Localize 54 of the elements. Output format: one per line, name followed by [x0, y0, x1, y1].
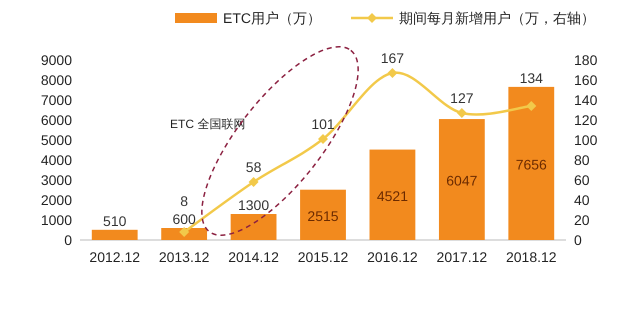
x-tick-label: 2014.12	[228, 249, 280, 265]
point	[318, 134, 328, 144]
bar	[508, 86, 554, 240]
x-tick-label: 2015.12	[298, 249, 349, 265]
point	[456, 108, 467, 118]
x-tick-label: 2016.12	[367, 249, 418, 265]
y-tick-label: 9000	[40, 52, 72, 68]
point	[526, 101, 536, 111]
y2-tick-label: 180	[574, 52, 598, 68]
y-tick-label: 4000	[40, 152, 72, 168]
x-tick-label: 2018.12	[506, 249, 557, 265]
y-tick-label: 2000	[40, 192, 72, 208]
data-label: 1300	[238, 197, 270, 213]
point	[179, 227, 190, 237]
y2-tick-label: 100	[574, 132, 598, 148]
data-label: 58	[246, 159, 262, 175]
data-label: 8	[180, 193, 188, 209]
x-tick-label: 2017.12	[436, 249, 488, 265]
y-tick-label: 7000	[40, 92, 72, 108]
y-tick-label: 3000	[40, 172, 72, 188]
data-label: 600	[172, 211, 196, 227]
x-tick-label: 2013.12	[158, 249, 210, 265]
y2-tick-label: 140	[574, 92, 598, 108]
data-label: 4521	[376, 188, 408, 204]
y-tick-label: 1000	[40, 212, 72, 228]
data-label: 167	[380, 50, 404, 66]
data-label: 101	[311, 116, 335, 132]
y2-tick-label: 160	[574, 72, 598, 88]
y2-tick-label: 40	[574, 192, 590, 208]
bar	[370, 150, 416, 240]
legend-label: 期间每月新增用户（万，右轴）	[399, 10, 595, 26]
y-tick-label: 5000	[40, 132, 72, 148]
point	[248, 177, 259, 187]
y2-tick-label: 0	[574, 232, 582, 248]
data-label: 127	[450, 90, 474, 106]
bar	[438, 119, 485, 240]
y2-tick-label: 120	[574, 112, 598, 128]
point	[387, 68, 398, 78]
data-label: 510	[103, 212, 127, 229]
data-label: 2515	[307, 208, 339, 224]
y-tick-label: 8000	[40, 72, 72, 88]
bar	[230, 214, 276, 240]
legend-label: ETC用户（万）	[223, 10, 321, 26]
y2-tick-label: 60	[574, 172, 590, 188]
data-label: 6047	[446, 172, 478, 189]
bar	[92, 230, 138, 240]
x-tick-label: 2012.12	[89, 249, 140, 265]
y2-tick-label: 20	[574, 212, 590, 228]
bar	[300, 190, 346, 240]
data-label: 134	[520, 70, 544, 86]
y-tick-label: 6000	[40, 112, 72, 128]
y2-tick-label: 80	[574, 152, 590, 168]
y-tick-label: 0	[64, 232, 72, 248]
data-label: 7656	[516, 156, 548, 172]
